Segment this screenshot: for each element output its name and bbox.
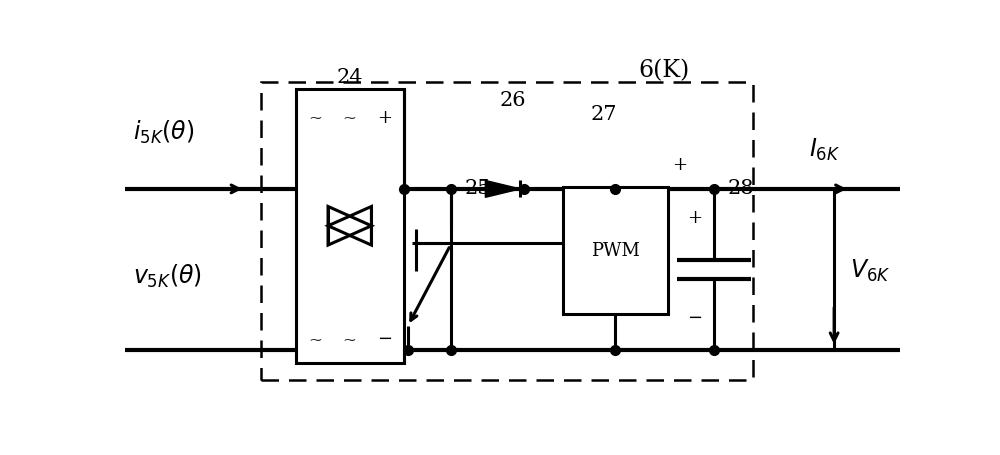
Text: 26: 26 (499, 91, 526, 110)
Text: 28: 28 (728, 178, 754, 197)
Polygon shape (296, 90, 404, 363)
Text: +: + (687, 208, 702, 227)
Text: 27: 27 (591, 105, 617, 124)
Text: +: + (672, 156, 687, 174)
Text: ~: ~ (308, 330, 322, 347)
Text: $v_{5K}(\theta)$: $v_{5K}(\theta)$ (133, 262, 202, 289)
Text: ~: ~ (343, 109, 357, 126)
Text: 24: 24 (336, 68, 363, 87)
Text: PWM: PWM (591, 242, 640, 260)
Text: −: − (377, 329, 392, 347)
Text: ~: ~ (343, 330, 357, 347)
Text: 25: 25 (464, 178, 491, 197)
Polygon shape (563, 188, 668, 314)
Text: 6(K): 6(K) (638, 59, 689, 82)
Polygon shape (485, 181, 520, 198)
Text: ~: ~ (308, 109, 322, 126)
Text: $V_{6K}$: $V_{6K}$ (850, 257, 890, 283)
Text: −: − (687, 308, 702, 326)
Text: $I_{6K}$: $I_{6K}$ (809, 136, 840, 162)
Text: +: + (377, 109, 392, 126)
Text: $i_{5K}(\theta)$: $i_{5K}(\theta)$ (133, 118, 194, 145)
